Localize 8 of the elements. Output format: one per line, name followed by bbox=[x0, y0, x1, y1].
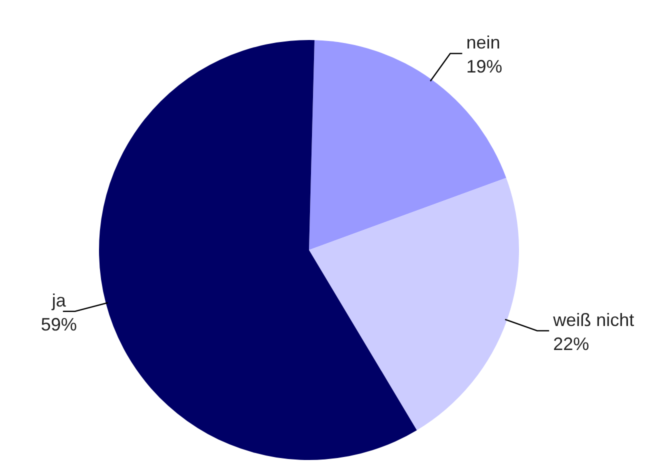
data-label: 19% bbox=[466, 56, 502, 76]
data-label: 22% bbox=[553, 334, 590, 354]
data-label: 59% bbox=[40, 314, 77, 334]
slice-label: weiß nicht bbox=[552, 310, 634, 330]
slice-label: nein bbox=[466, 32, 500, 52]
pie-slice bbox=[99, 40, 417, 460]
pie-slice bbox=[309, 178, 519, 430]
slice-label: ja bbox=[50, 290, 67, 310]
